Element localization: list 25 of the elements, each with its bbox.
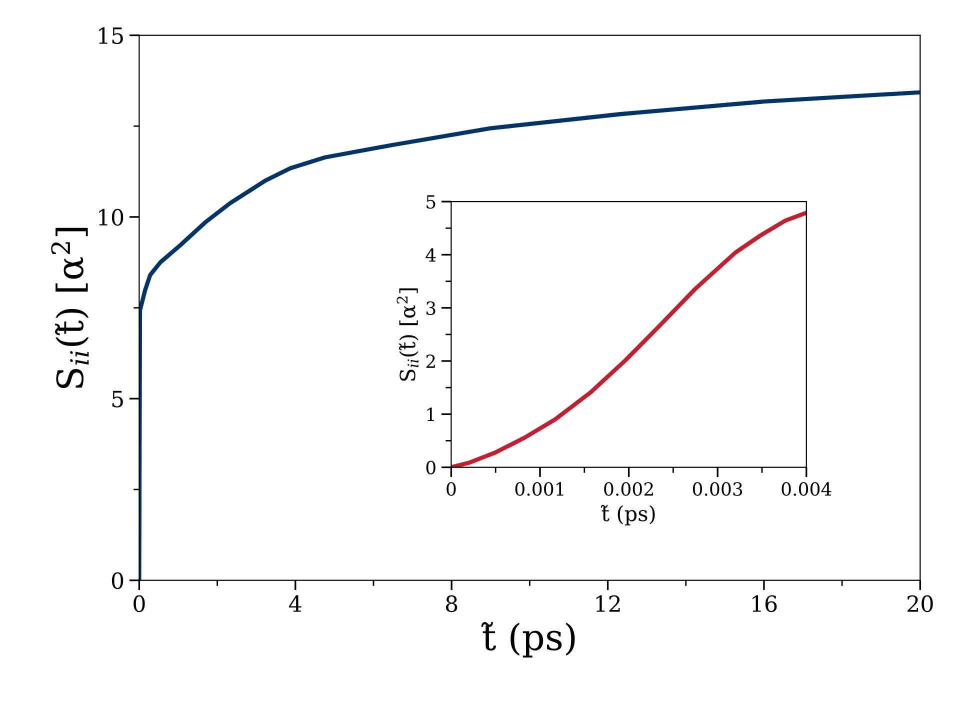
y-tick-label: 15 — [99, 27, 123, 44]
y-tick-label: 0 — [112, 572, 124, 590]
y-tick-label: 3 — [426, 301, 436, 315]
x-tick-label: 0.004 — [782, 482, 832, 496]
x-tick-label: 8 — [446, 595, 458, 612]
x-tick-label: 0.002 — [604, 482, 653, 496]
x-axis-title: t̃ (ps) — [600, 504, 655, 526]
y-axis-title: S$_{ii}$(t̃) [α$^{2}$] — [51, 228, 89, 388]
y-tick-label: 5 — [112, 390, 123, 408]
y-tick-label: 1 — [427, 408, 434, 422]
x-tick-label: 0 — [134, 595, 145, 612]
y-tick-label: 5 — [426, 195, 436, 209]
x-tick-label: 4 — [289, 595, 302, 612]
x-tick-label: 12 — [596, 595, 620, 612]
x-axis-title: t̃ (ps) — [481, 622, 575, 658]
x-tick-label: 20 — [908, 595, 933, 612]
x-tick-label: 0.001 — [515, 482, 564, 496]
y-tick-label: 4 — [426, 248, 436, 262]
y-axis-title: S$_{ii}$(t̃) [α$^{2}$] — [396, 288, 418, 381]
y-tick-label: 2 — [426, 354, 435, 368]
x-tick-label: 0.003 — [692, 482, 742, 496]
x-tick-label: 0 — [446, 482, 456, 496]
y-tick-label: 10 — [99, 208, 124, 226]
x-tick-label: 16 — [752, 595, 777, 612]
y-tick-label: 0 — [426, 460, 436, 474]
